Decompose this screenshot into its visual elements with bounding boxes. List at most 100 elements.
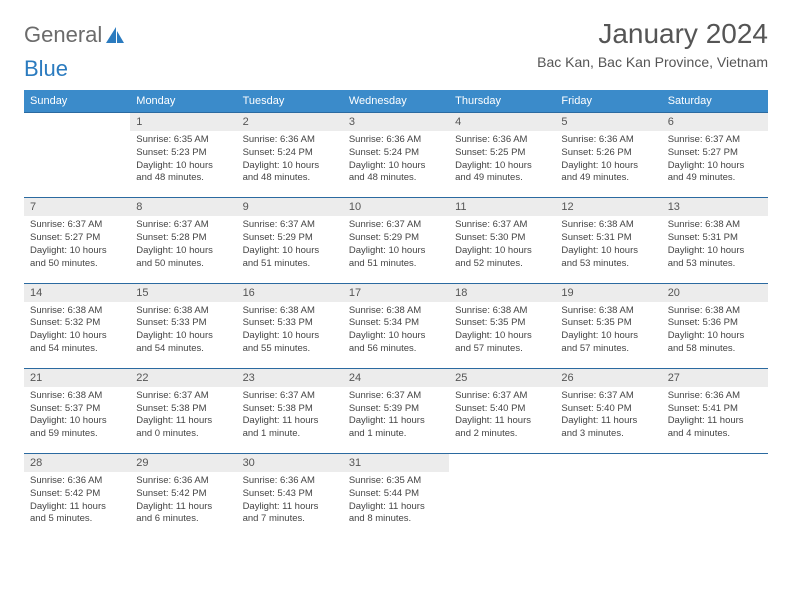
day-content-cell: Sunrise: 6:38 AMSunset: 5:33 PMDaylight:… bbox=[130, 302, 236, 369]
day-content-cell: Sunrise: 6:36 AMSunset: 5:26 PMDaylight:… bbox=[555, 131, 661, 198]
sunrise-line: Sunrise: 6:37 AM bbox=[455, 390, 527, 401]
sunset-line: Sunset: 5:24 PM bbox=[349, 147, 419, 158]
day-number-cell: 5 bbox=[555, 113, 661, 131]
sunrise-line: Sunrise: 6:37 AM bbox=[455, 219, 527, 230]
daylight-line: Daylight: 10 hours and 58 minutes. bbox=[668, 330, 745, 354]
day-content-cell bbox=[24, 131, 130, 198]
sunset-line: Sunset: 5:25 PM bbox=[455, 147, 525, 158]
day-content-cell: Sunrise: 6:37 AMSunset: 5:40 PMDaylight:… bbox=[555, 387, 661, 454]
day-number-cell: 29 bbox=[130, 454, 236, 472]
daylight-line: Daylight: 10 hours and 54 minutes. bbox=[30, 330, 107, 354]
sunset-line: Sunset: 5:34 PM bbox=[349, 317, 419, 328]
day-content-cell: Sunrise: 6:35 AMSunset: 5:44 PMDaylight:… bbox=[343, 472, 449, 538]
sunrise-line: Sunrise: 6:36 AM bbox=[136, 475, 208, 486]
weekday-header-cell: Friday bbox=[555, 90, 661, 113]
day-content-row: Sunrise: 6:35 AMSunset: 5:23 PMDaylight:… bbox=[24, 131, 768, 198]
sunrise-line: Sunrise: 6:38 AM bbox=[30, 305, 102, 316]
daylight-line: Daylight: 10 hours and 48 minutes. bbox=[349, 160, 426, 184]
day-number-cell: 16 bbox=[237, 284, 343, 302]
weekday-header-cell: Tuesday bbox=[237, 90, 343, 113]
day-number-cell bbox=[555, 454, 661, 472]
sunrise-line: Sunrise: 6:36 AM bbox=[30, 475, 102, 486]
daylight-line: Daylight: 10 hours and 57 minutes. bbox=[455, 330, 532, 354]
weekday-header-cell: Sunday bbox=[24, 90, 130, 113]
day-content-cell: Sunrise: 6:38 AMSunset: 5:37 PMDaylight:… bbox=[24, 387, 130, 454]
day-number-cell: 28 bbox=[24, 454, 130, 472]
day-number-cell: 10 bbox=[343, 198, 449, 216]
day-content-cell: Sunrise: 6:38 AMSunset: 5:32 PMDaylight:… bbox=[24, 302, 130, 369]
sunrise-line: Sunrise: 6:37 AM bbox=[561, 390, 633, 401]
daylight-line: Daylight: 10 hours and 53 minutes. bbox=[668, 245, 745, 269]
daylight-line: Daylight: 11 hours and 6 minutes. bbox=[136, 501, 212, 525]
sunrise-line: Sunrise: 6:38 AM bbox=[668, 219, 740, 230]
day-number-cell: 1 bbox=[130, 113, 236, 131]
day-number-cell: 6 bbox=[662, 113, 768, 131]
day-number-cell: 7 bbox=[24, 198, 130, 216]
day-content-cell: Sunrise: 6:37 AMSunset: 5:30 PMDaylight:… bbox=[449, 216, 555, 283]
daylight-line: Daylight: 10 hours and 53 minutes. bbox=[561, 245, 638, 269]
day-number-cell: 22 bbox=[130, 369, 236, 387]
sunrise-line: Sunrise: 6:37 AM bbox=[243, 219, 315, 230]
day-content-cell: Sunrise: 6:37 AM Sunset: 5:39 PMDaylight:… bbox=[343, 387, 449, 454]
day-number-row: 28293031 bbox=[24, 454, 768, 472]
day-content-cell: Sunrise: 6:35 AMSunset: 5:23 PMDaylight:… bbox=[130, 131, 236, 198]
day-number-cell: 26 bbox=[555, 369, 661, 387]
day-content-row: Sunrise: 6:36 AMSunset: 5:42 PMDaylight:… bbox=[24, 472, 768, 538]
day-number-cell: 12 bbox=[555, 198, 661, 216]
day-number-cell: 27 bbox=[662, 369, 768, 387]
sunrise-line: Sunrise: 6:38 AM bbox=[561, 219, 633, 230]
day-number-cell: 25 bbox=[449, 369, 555, 387]
sunrise-line: Sunrise: 6:37 AM bbox=[349, 219, 421, 230]
day-content-cell: Sunrise: 6:38 AMSunset: 5:34 PM Daylight:… bbox=[343, 302, 449, 369]
sunrise-line: Sunrise: 6:38 AM bbox=[349, 305, 421, 316]
sunset-line: Sunset: 5:39 PM bbox=[349, 403, 419, 414]
daylight-line: Daylight: 10 hours and 51 minutes. bbox=[243, 245, 320, 269]
daylight-line: Daylight: 10 hours and 49 minutes. bbox=[455, 160, 532, 184]
sunrise-line: Sunrise: 6:38 AM bbox=[561, 305, 633, 316]
sunrise-line: Sunrise: 6:37 AM bbox=[30, 219, 102, 230]
day-content-cell: Sunrise: 6:38 AMSunset: 5:33 PMDaylight:… bbox=[237, 302, 343, 369]
sunrise-line: Sunrise: 6:38 AM bbox=[455, 305, 527, 316]
sunset-line: Sunset: 5:24 PM bbox=[243, 147, 313, 158]
day-content-cell: Sunrise: 6:37 AMSunset: 5:28 PMDaylight:… bbox=[130, 216, 236, 283]
day-content-cell: Sunrise: 6:37 AMSunset: 5:27 PMDaylight:… bbox=[662, 131, 768, 198]
sunrise-line: Sunrise: 6:36 AM bbox=[668, 390, 740, 401]
sunrise-line: Sunrise: 6:38 AM bbox=[668, 305, 740, 316]
daylight-line: Daylight: 10 hours and 49 minutes. bbox=[668, 160, 745, 184]
daylight-line: Daylight: 10 hours and 51 minutes. bbox=[349, 245, 426, 269]
sunset-line: Sunset: 5:33 PM bbox=[243, 317, 313, 328]
daylight-line: Daylight: 10 hours and 52 minutes. bbox=[455, 245, 532, 269]
calendar-table: SundayMondayTuesdayWednesdayThursdayFrid… bbox=[24, 90, 768, 538]
sunset-line: Sunset: 5:23 PM bbox=[136, 147, 206, 158]
day-number-cell: 24 bbox=[343, 369, 449, 387]
day-content-cell: Sunrise: 6:36 AMSunset: 5:25 PMDaylight:… bbox=[449, 131, 555, 198]
daylight-line: Daylight: 10 hours and 56 minutes. bbox=[349, 330, 426, 354]
daylight-line: Daylight: 10 hours and 48 minutes. bbox=[136, 160, 213, 184]
sunset-line: Sunset: 5:40 PM bbox=[455, 403, 525, 414]
sunset-line: Sunset: 5:35 PM bbox=[561, 317, 631, 328]
sunrise-line: Sunrise: 6:37 AM bbox=[349, 390, 421, 401]
day-content-cell: Sunrise: 6:36 AMSunset: 5:24 PMDaylight:… bbox=[237, 131, 343, 198]
sunset-line: Sunset: 5:29 PM bbox=[349, 232, 419, 243]
day-number-row: 78910111213 bbox=[24, 198, 768, 216]
day-number-row: 21222324252627 bbox=[24, 369, 768, 387]
weekday-header-cell: Wednesday bbox=[343, 90, 449, 113]
daylight-line: Daylight: 11 hours and 1 minute. bbox=[349, 415, 425, 439]
day-number-cell: 13 bbox=[662, 198, 768, 216]
daylight-line: Daylight: 11 hours and 3 minutes. bbox=[561, 415, 637, 439]
sunrise-line: Sunrise: 6:36 AM bbox=[561, 134, 633, 145]
daylight-line: Daylight: 11 hours and 7 minutes. bbox=[243, 501, 319, 525]
day-number-cell bbox=[24, 113, 130, 131]
day-number-cell: 17 bbox=[343, 284, 449, 302]
day-number-cell: 14 bbox=[24, 284, 130, 302]
day-number-cell: 31 bbox=[343, 454, 449, 472]
sunset-line: Sunset: 5:43 PM bbox=[243, 488, 313, 499]
sunrise-line: Sunrise: 6:36 AM bbox=[349, 134, 421, 145]
day-content-cell: Sunrise: 6:36 AMSunset: 5:42 PMDaylight:… bbox=[130, 472, 236, 538]
weekday-header-cell: Thursday bbox=[449, 90, 555, 113]
day-content-row: Sunrise: 6:38 AMSunset: 5:32 PMDaylight:… bbox=[24, 302, 768, 369]
sunrise-line: Sunrise: 6:35 AM bbox=[349, 475, 421, 486]
daylight-line: Daylight: 10 hours and 59 minutes. bbox=[30, 415, 107, 439]
day-number-cell: 21 bbox=[24, 369, 130, 387]
day-number-cell: 18 bbox=[449, 284, 555, 302]
